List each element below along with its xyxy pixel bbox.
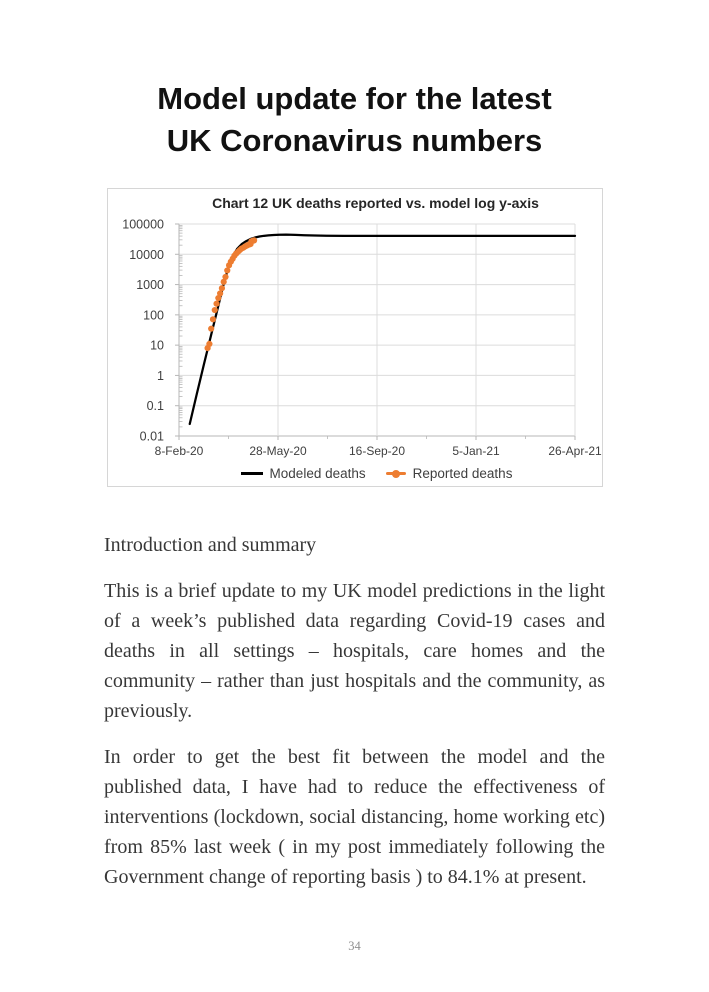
- y-tick-labels: 100000 10000 1000 100 10 1 0.1 0.01: [122, 218, 164, 444]
- reported-marker-icon: [385, 469, 406, 478]
- reported-point: [211, 306, 218, 314]
- y-tick-label: 1000: [136, 278, 164, 292]
- reported-point: [212, 300, 220, 307]
- content-column: Model update for the latest UK Coronavir…: [104, 78, 605, 892]
- reported-point: [207, 325, 214, 332]
- reported-point: [216, 290, 223, 297]
- y-tick-label: 10000: [129, 248, 164, 262]
- modeled-deaths-line: [188, 233, 576, 426]
- reported-point: [205, 340, 212, 347]
- chart-figure: 100000 10000 1000 100 10 1 0.1 0.01 8-Feb-20 28-M…: [106, 188, 603, 487]
- x-tick-label: 16-Sep-20: [348, 444, 404, 458]
- y-tick-label: 0.1: [146, 399, 163, 413]
- section-heading: Introduction and summary: [104, 534, 317, 556]
- paragraph-1: This is a brief update to my UK model pr…: [104, 580, 605, 722]
- reported-point: [250, 237, 257, 244]
- page-number: 34: [348, 939, 361, 953]
- reported-point: [218, 285, 225, 292]
- page-title-line-2: UK Coronavirus numbers: [166, 123, 543, 158]
- chart-legend: Modeled deaths Reported deaths: [152, 466, 602, 481]
- y-tick-label: 1: [157, 369, 164, 383]
- y-tick-label: 10: [150, 339, 164, 353]
- x-tick-label: 8-Feb-20: [154, 444, 203, 458]
- x-tick-labels: 8-Feb-20 28-May-20 16-Sep-20 5-Jan-21 26-Apr…: [154, 444, 601, 458]
- chart-plot-area: 100000 10000 1000 100 10 1 0.1 0.018-Feb-20 28-M…: [122, 218, 602, 459]
- reported-deaths-points: [204, 237, 257, 352]
- x-gridlines: [178, 224, 575, 436]
- reported-point: [221, 273, 229, 281]
- x-tick-label: 28-May-20: [249, 444, 307, 458]
- reported-point: [209, 316, 216, 323]
- reported-point: [223, 267, 230, 274]
- legend-label-modeled: Modeled deaths: [269, 466, 366, 481]
- page-title: Model update for the latest UK Coronavir…: [104, 78, 605, 162]
- x-axis-ticks: [178, 436, 575, 440]
- y-tick-label: 100: [143, 308, 164, 322]
- y-tick-label: 0.01: [139, 430, 163, 444]
- legend-item-modeled: Modeled deaths: [240, 466, 366, 481]
- chart-title: Chart 12 UK deaths reported vs. model lo…: [212, 195, 539, 211]
- modeled-line-swatch: [240, 472, 263, 475]
- reported-point: [220, 278, 227, 285]
- paragraph-2: In order to get the best fit between the…: [104, 746, 605, 888]
- page-title-line-1: Model update for the latest: [157, 81, 552, 116]
- legend-label-reported: Reported deaths: [412, 466, 513, 481]
- x-tick-label: 26-Apr-21: [548, 444, 602, 458]
- legend-item-reported: Reported deaths: [385, 466, 513, 481]
- y-axis-ticks: [174, 223, 182, 437]
- x-tick-label: 5-Jan-21: [452, 444, 500, 458]
- y-tick-label: 100000: [122, 218, 164, 232]
